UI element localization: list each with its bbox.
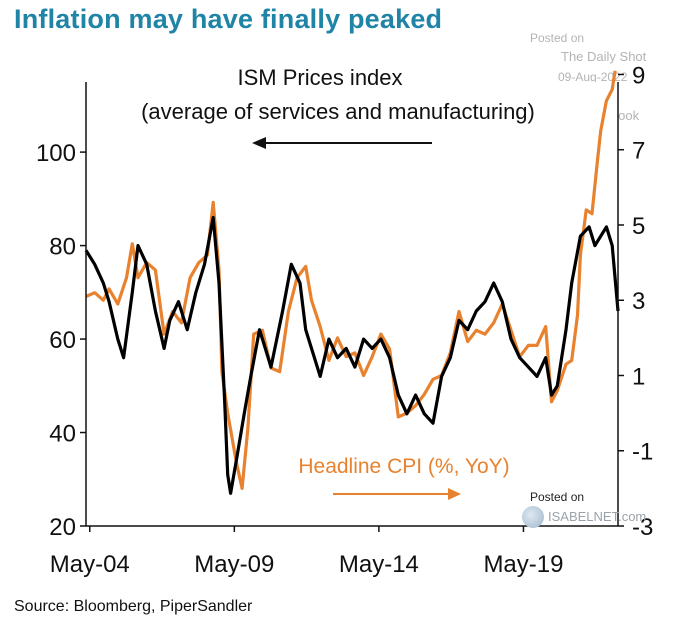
left-tick-label: 40 [49, 421, 76, 448]
ism-arrow-left [252, 137, 432, 149]
watermark-posted-on: Posted on [530, 31, 585, 45]
ism-annotation-line2: (average of services and manufacturing) [141, 99, 535, 124]
x-tick-label: May-04 [50, 551, 130, 578]
left-tick-label: 60 [49, 327, 76, 354]
x-tick-label: May-19 [483, 551, 563, 578]
x-tick-label: May-09 [194, 551, 274, 578]
watermark-date: 09-Aug-2022 [558, 70, 628, 84]
watermark2-posted-on: Posted on [530, 490, 585, 504]
plot-area [86, 82, 618, 526]
watermark2-site: ISABELNET.com [548, 509, 647, 524]
right-tick-label: 1 [632, 363, 645, 390]
chart-title: Inflation may have finally peaked [14, 4, 443, 34]
x-tick-label: May-14 [339, 551, 419, 578]
right-tick-label: -3 [632, 514, 653, 541]
left-tick-label: 100 [36, 140, 76, 167]
watermark-site: The Daily Shot [561, 49, 647, 64]
cpi-annotation: Headline CPI (%, YoY) [298, 455, 509, 478]
right-tick-label: 7 [632, 138, 645, 165]
ism-series-line [84, 215, 620, 495]
ism-annotation-line1: ISM Prices index [237, 65, 402, 90]
cpi-arrow-right [333, 488, 461, 500]
right-tick-label: -1 [632, 439, 653, 466]
left-tick-label: 20 [49, 514, 76, 541]
source-note: Source: Bloomberg, PiperSandler [14, 598, 253, 615]
right-tick-label: 9 [632, 62, 645, 89]
right-tick-label: 5 [632, 213, 645, 240]
isabelnet-logo-icon [522, 506, 544, 528]
cpi-series-line [85, 70, 617, 490]
right-tick-label: 3 [632, 288, 645, 315]
left-tick-label: 80 [49, 234, 76, 261]
